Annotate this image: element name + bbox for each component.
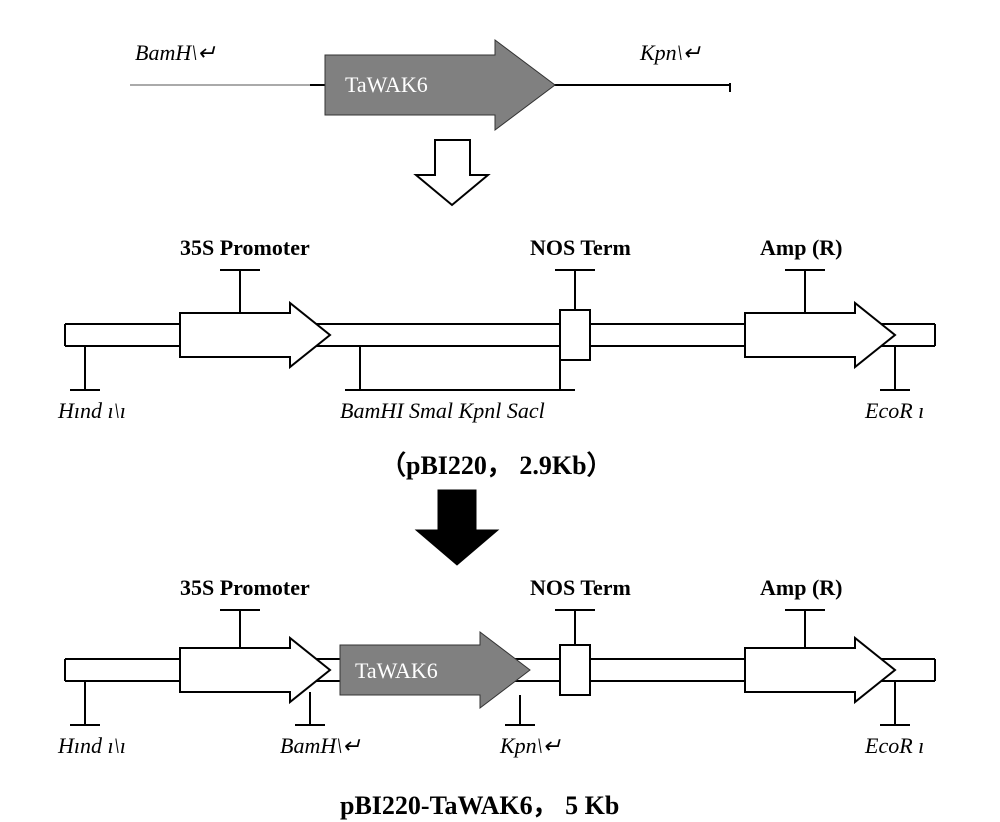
bot-caption: pBI220-TaWAK6， 5 Kb [340, 785, 619, 822]
mid-amp-label: Amp (R) [760, 235, 843, 261]
top-gene-label: TaWAK6 [345, 72, 428, 98]
bot-gene-label: TaWAK6 [355, 658, 438, 684]
mid-ecori-label: EcoR ı [865, 398, 924, 424]
bot-ecori-label: EcoR ı [865, 733, 924, 759]
bot-amp-label: Amp (R) [760, 575, 843, 601]
black-down-arrow [416, 490, 498, 565]
mid-multisite-label: BamHI Smal Kpnl Sacl [340, 398, 545, 424]
mid-caption: （pBI220， 2.9Kb） [380, 445, 613, 482]
mid-nos-box [560, 310, 590, 360]
mid-amp-arrow [745, 303, 895, 367]
top-left-site: BamH\↵ [135, 40, 216, 66]
mid-nos-label: NOS Term [530, 235, 631, 261]
mid-hindiii-label: Hınd ı\ı [58, 398, 126, 424]
bot-promoter-arrow [180, 638, 330, 702]
mid-promoter-arrow [180, 303, 330, 367]
bot-kpni-label: Kpn\↵ [500, 733, 561, 759]
bot-amp-arrow [745, 638, 895, 702]
bot-hindiii-label: Hınd ı\ı [58, 733, 126, 759]
bot-promoter-label: 35S Promoter [180, 575, 310, 601]
bot-nos-box [560, 645, 590, 695]
bot-nos-label: NOS Term [530, 575, 631, 601]
top-right-site: Kpn\↵ [640, 40, 701, 66]
white-down-arrow [416, 140, 488, 205]
mid-promoter-label: 35S Promoter [180, 235, 310, 261]
bot-bamhi-label: BamH\↵ [280, 733, 361, 759]
